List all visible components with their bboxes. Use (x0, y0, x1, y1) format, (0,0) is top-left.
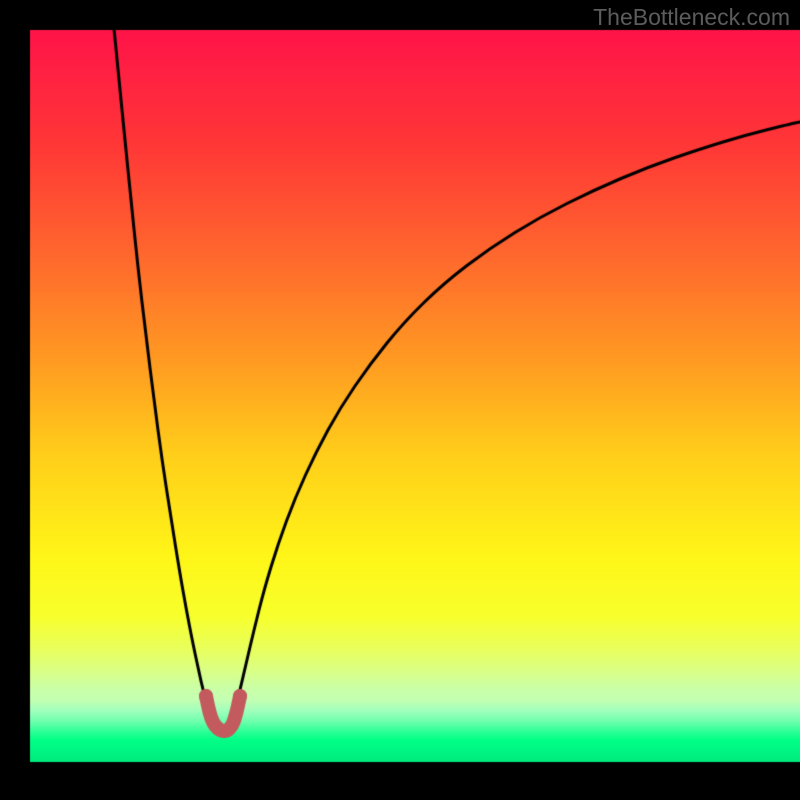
watermark-label: TheBottleneck.com (593, 4, 790, 31)
bottleneck-curve (0, 0, 800, 800)
